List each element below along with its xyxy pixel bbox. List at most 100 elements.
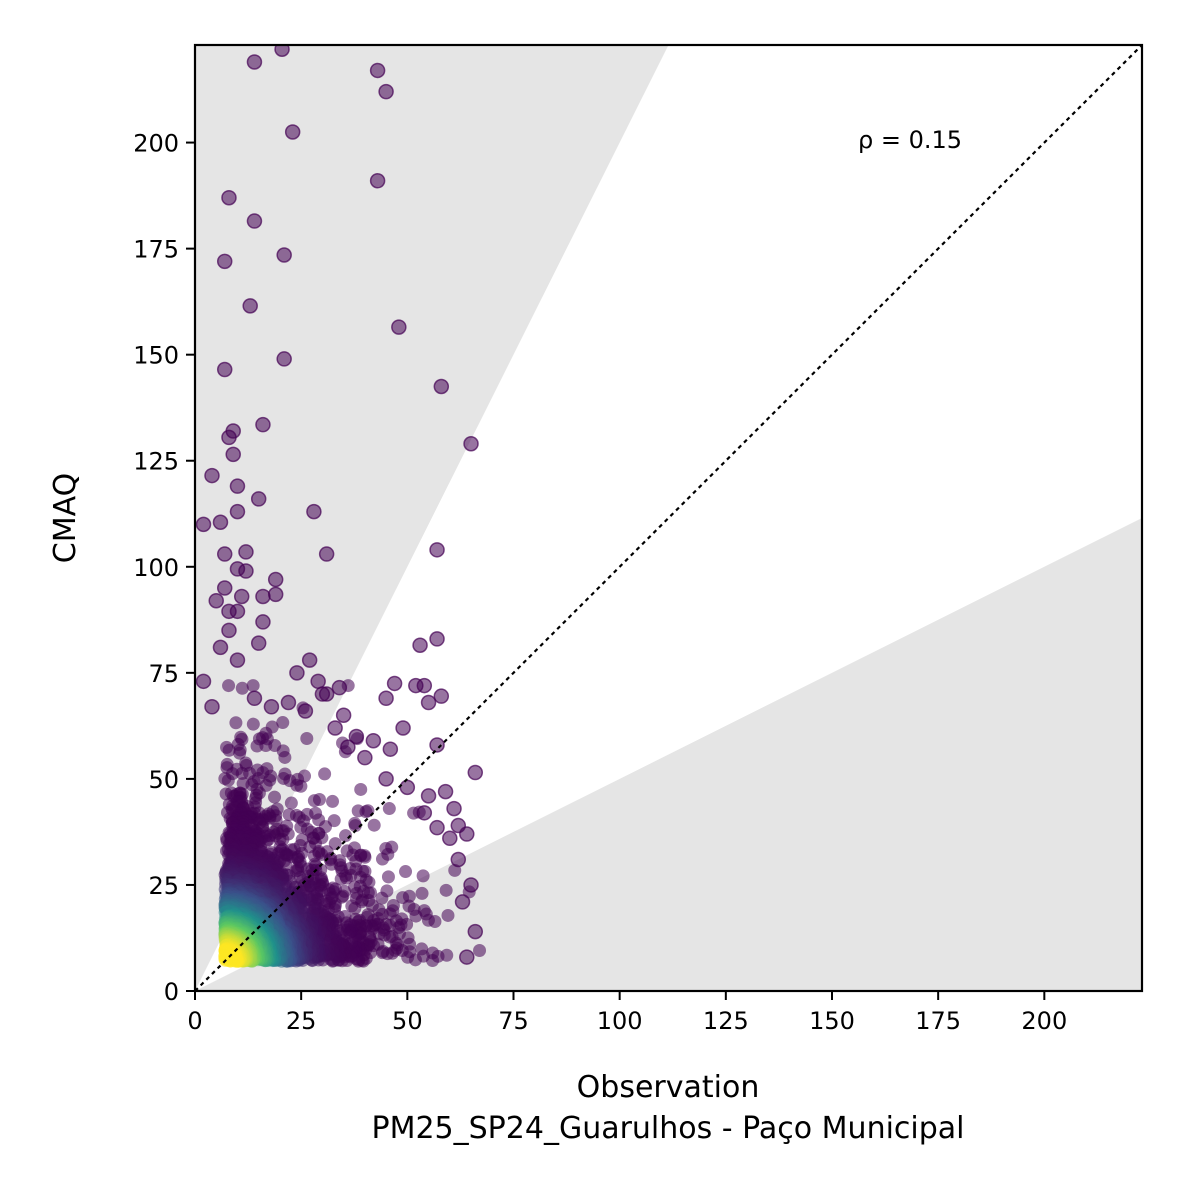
- density-point: [367, 818, 381, 832]
- density-point: [441, 908, 455, 922]
- data-point: [429, 542, 445, 558]
- density-point: [407, 806, 421, 820]
- data-point: [267, 571, 284, 588]
- density-point: [375, 852, 389, 866]
- data-point: [250, 635, 267, 651]
- data-point: [369, 172, 386, 189]
- data-point: [267, 586, 284, 603]
- data-point: [242, 298, 258, 314]
- data-point: [412, 637, 428, 654]
- data-point: [212, 514, 229, 530]
- density-point: [282, 808, 296, 822]
- data-point: [459, 826, 475, 842]
- data-point: [233, 588, 250, 605]
- density-point: [351, 804, 365, 818]
- data-point: [318, 546, 335, 562]
- data-point: [255, 588, 271, 605]
- density-point: [235, 681, 249, 695]
- data-point: [229, 603, 246, 620]
- data-point: [216, 546, 233, 562]
- data-point: [229, 652, 246, 668]
- data-point: [216, 253, 233, 270]
- data-point: [280, 694, 297, 711]
- data-point: [450, 851, 467, 868]
- data-point: [274, 45, 290, 57]
- data-point: [382, 741, 399, 757]
- data-point: [216, 580, 233, 596]
- data-point: [221, 622, 237, 639]
- density-point: [276, 716, 290, 730]
- data-point: [229, 503, 246, 520]
- density-point: [339, 829, 353, 843]
- data-point: [306, 503, 322, 520]
- data-point: [386, 675, 403, 692]
- y-tick-label: 0: [164, 978, 179, 1006]
- data-point: [238, 544, 254, 560]
- density-point: [415, 942, 429, 956]
- density-point: [221, 773, 235, 787]
- data-point: [433, 688, 450, 704]
- data-point: [459, 949, 475, 965]
- data-point: [208, 592, 224, 609]
- data-point: [378, 690, 394, 707]
- data-point: [416, 677, 433, 694]
- x-tick-label: 200: [1021, 1007, 1067, 1035]
- data-point: [399, 779, 416, 796]
- data-point: [442, 830, 458, 847]
- data-point: [395, 720, 411, 736]
- data-point: [250, 491, 267, 507]
- density-point: [229, 716, 243, 730]
- x-tick-label: 50: [392, 1007, 423, 1035]
- data-point: [463, 877, 479, 893]
- data-point: [327, 720, 343, 736]
- data-point: [195, 516, 212, 533]
- data-point: [255, 614, 271, 630]
- data-point: [225, 446, 241, 463]
- correlation-annotation: ρ = 0.15: [858, 126, 962, 154]
- data-point: [246, 54, 263, 70]
- data-point: [238, 563, 254, 579]
- data-point: [276, 351, 292, 367]
- data-point: [229, 478, 246, 494]
- density-point: [416, 869, 430, 883]
- density-point: [399, 865, 413, 879]
- data-point: [365, 732, 382, 749]
- x-tick-label: 125: [703, 1007, 749, 1035]
- data-point: [348, 728, 365, 745]
- density-point: [284, 796, 298, 810]
- data-point: [314, 686, 331, 702]
- data-point: [276, 247, 292, 263]
- density-point: [345, 899, 359, 913]
- data-point: [467, 923, 484, 940]
- data-point: [433, 378, 450, 395]
- data-point: [263, 699, 280, 715]
- density-point: [348, 819, 362, 833]
- upper-shaded-band: [195, 45, 669, 991]
- density-point: [382, 802, 396, 816]
- data-point: [340, 739, 356, 755]
- plot-frame: [193, 43, 1144, 993]
- data-point: [335, 707, 352, 724]
- data-point: [378, 83, 394, 100]
- x-tick-label: 75: [498, 1007, 529, 1035]
- y-tick-label: 75: [148, 660, 179, 688]
- data-point: [216, 361, 233, 378]
- density-point: [340, 844, 354, 858]
- data-point: [310, 673, 326, 690]
- y-tick-label: 100: [133, 554, 179, 582]
- density-point: [222, 743, 236, 757]
- density-point: [381, 870, 395, 884]
- data-point: [284, 124, 301, 140]
- data-point: [454, 894, 471, 910]
- x-tick-label: 100: [597, 1007, 643, 1035]
- data-point: [255, 416, 271, 433]
- lower-shaded-band: [195, 518, 1142, 991]
- one-to-one-line: [195, 45, 1142, 991]
- data-point: [378, 771, 394, 787]
- data-point: [195, 673, 212, 690]
- density-point: [246, 679, 260, 693]
- y-tick-label: 150: [133, 342, 179, 370]
- x-axis-label: Observation: [577, 1070, 760, 1105]
- density-point: [278, 750, 292, 764]
- data-point: [429, 631, 445, 647]
